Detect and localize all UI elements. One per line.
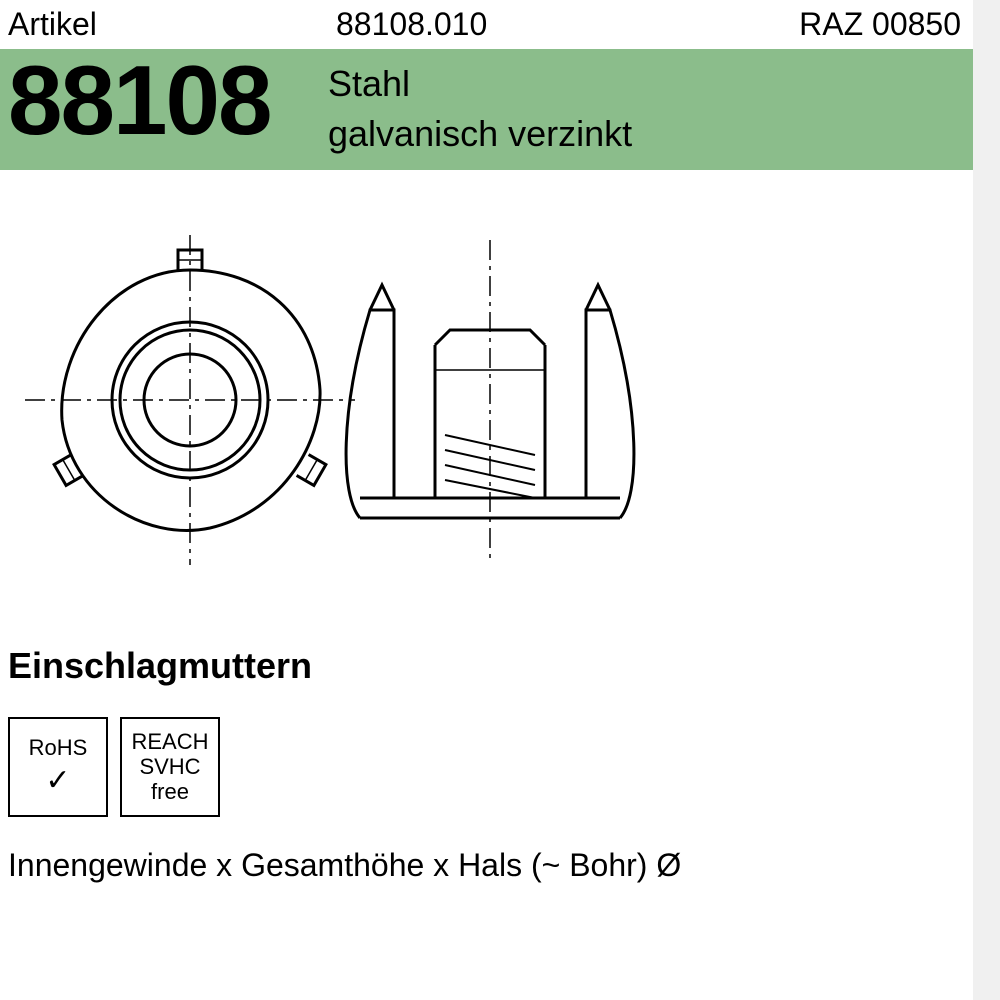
rohs-badge: RoHS ✓	[8, 717, 108, 817]
raz-code: RAZ 00850	[701, 6, 961, 43]
reach-badge: REACH SVHC free	[120, 717, 220, 817]
page: Artikel 88108.010 RAZ 00850 88108 Stahl …	[0, 0, 973, 1000]
page-margin-strip	[973, 0, 1000, 1000]
rohs-label: RoHS	[29, 735, 88, 760]
artikel-code: 88108.010	[328, 6, 701, 43]
header-row: Artikel 88108.010 RAZ 00850	[0, 0, 973, 49]
reach-line1: REACH	[131, 729, 208, 754]
check-icon: ✓	[45, 764, 70, 799]
product-band-text: Stahl galvanisch verzinkt	[328, 49, 632, 160]
finish-text: galvanisch verzinkt	[328, 109, 632, 159]
product-title: Einschlagmuttern	[0, 615, 973, 717]
compliance-badges: RoHS ✓ REACH SVHC free	[0, 717, 973, 847]
technical-drawing	[0, 170, 973, 615]
product-band: 88108 Stahl galvanisch verzinkt	[0, 49, 973, 170]
tnut-diagram-icon	[20, 230, 660, 570]
artikel-label: Artikel	[8, 6, 328, 43]
product-number: 88108	[8, 49, 328, 152]
reach-line2: SVHC	[139, 754, 200, 779]
dimension-note: Innengewinde x Gesamthöhe x Hals (~ Bohr…	[0, 847, 973, 884]
reach-line3: free	[151, 779, 189, 804]
material-text: Stahl	[328, 59, 632, 109]
